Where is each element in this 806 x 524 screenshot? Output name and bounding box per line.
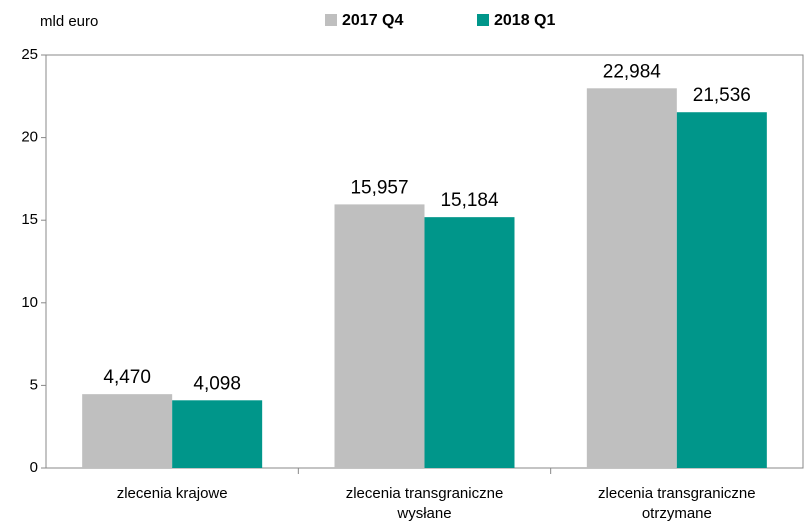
legend-label: 2018 Q1: [494, 12, 555, 29]
legend-swatch: [325, 14, 337, 26]
value-label: 4,098: [193, 373, 241, 394]
bar: [424, 217, 515, 468]
y-tick-label: 20: [21, 129, 38, 146]
bar: [334, 204, 425, 468]
bar: [82, 394, 173, 468]
legend-swatch: [477, 14, 489, 26]
x-tick-label: zlecenia transgraniczne otrzymane: [598, 485, 756, 522]
value-label: 15,957: [350, 177, 408, 198]
x-tick-label: zlecenia krajowe: [117, 485, 228, 502]
y-tick-label: 10: [21, 294, 38, 311]
value-label: 22,984: [603, 61, 662, 82]
x-tick-label: zlecenia transgraniczne wysłane: [346, 485, 504, 522]
value-label: 15,184: [440, 190, 499, 211]
bar: [172, 400, 263, 468]
y-tick-label: 0: [30, 459, 38, 476]
y-tick-label: 15: [21, 211, 38, 228]
y-tick-label: 5: [30, 376, 38, 393]
bar: [586, 88, 677, 468]
bar: [676, 112, 767, 468]
unit-label: mld euro: [40, 13, 98, 30]
y-tick-label: 25: [21, 46, 38, 63]
legend-label: 2017 Q4: [342, 12, 403, 29]
value-label: 4,470: [103, 367, 151, 388]
value-label: 21,536: [693, 85, 751, 106]
